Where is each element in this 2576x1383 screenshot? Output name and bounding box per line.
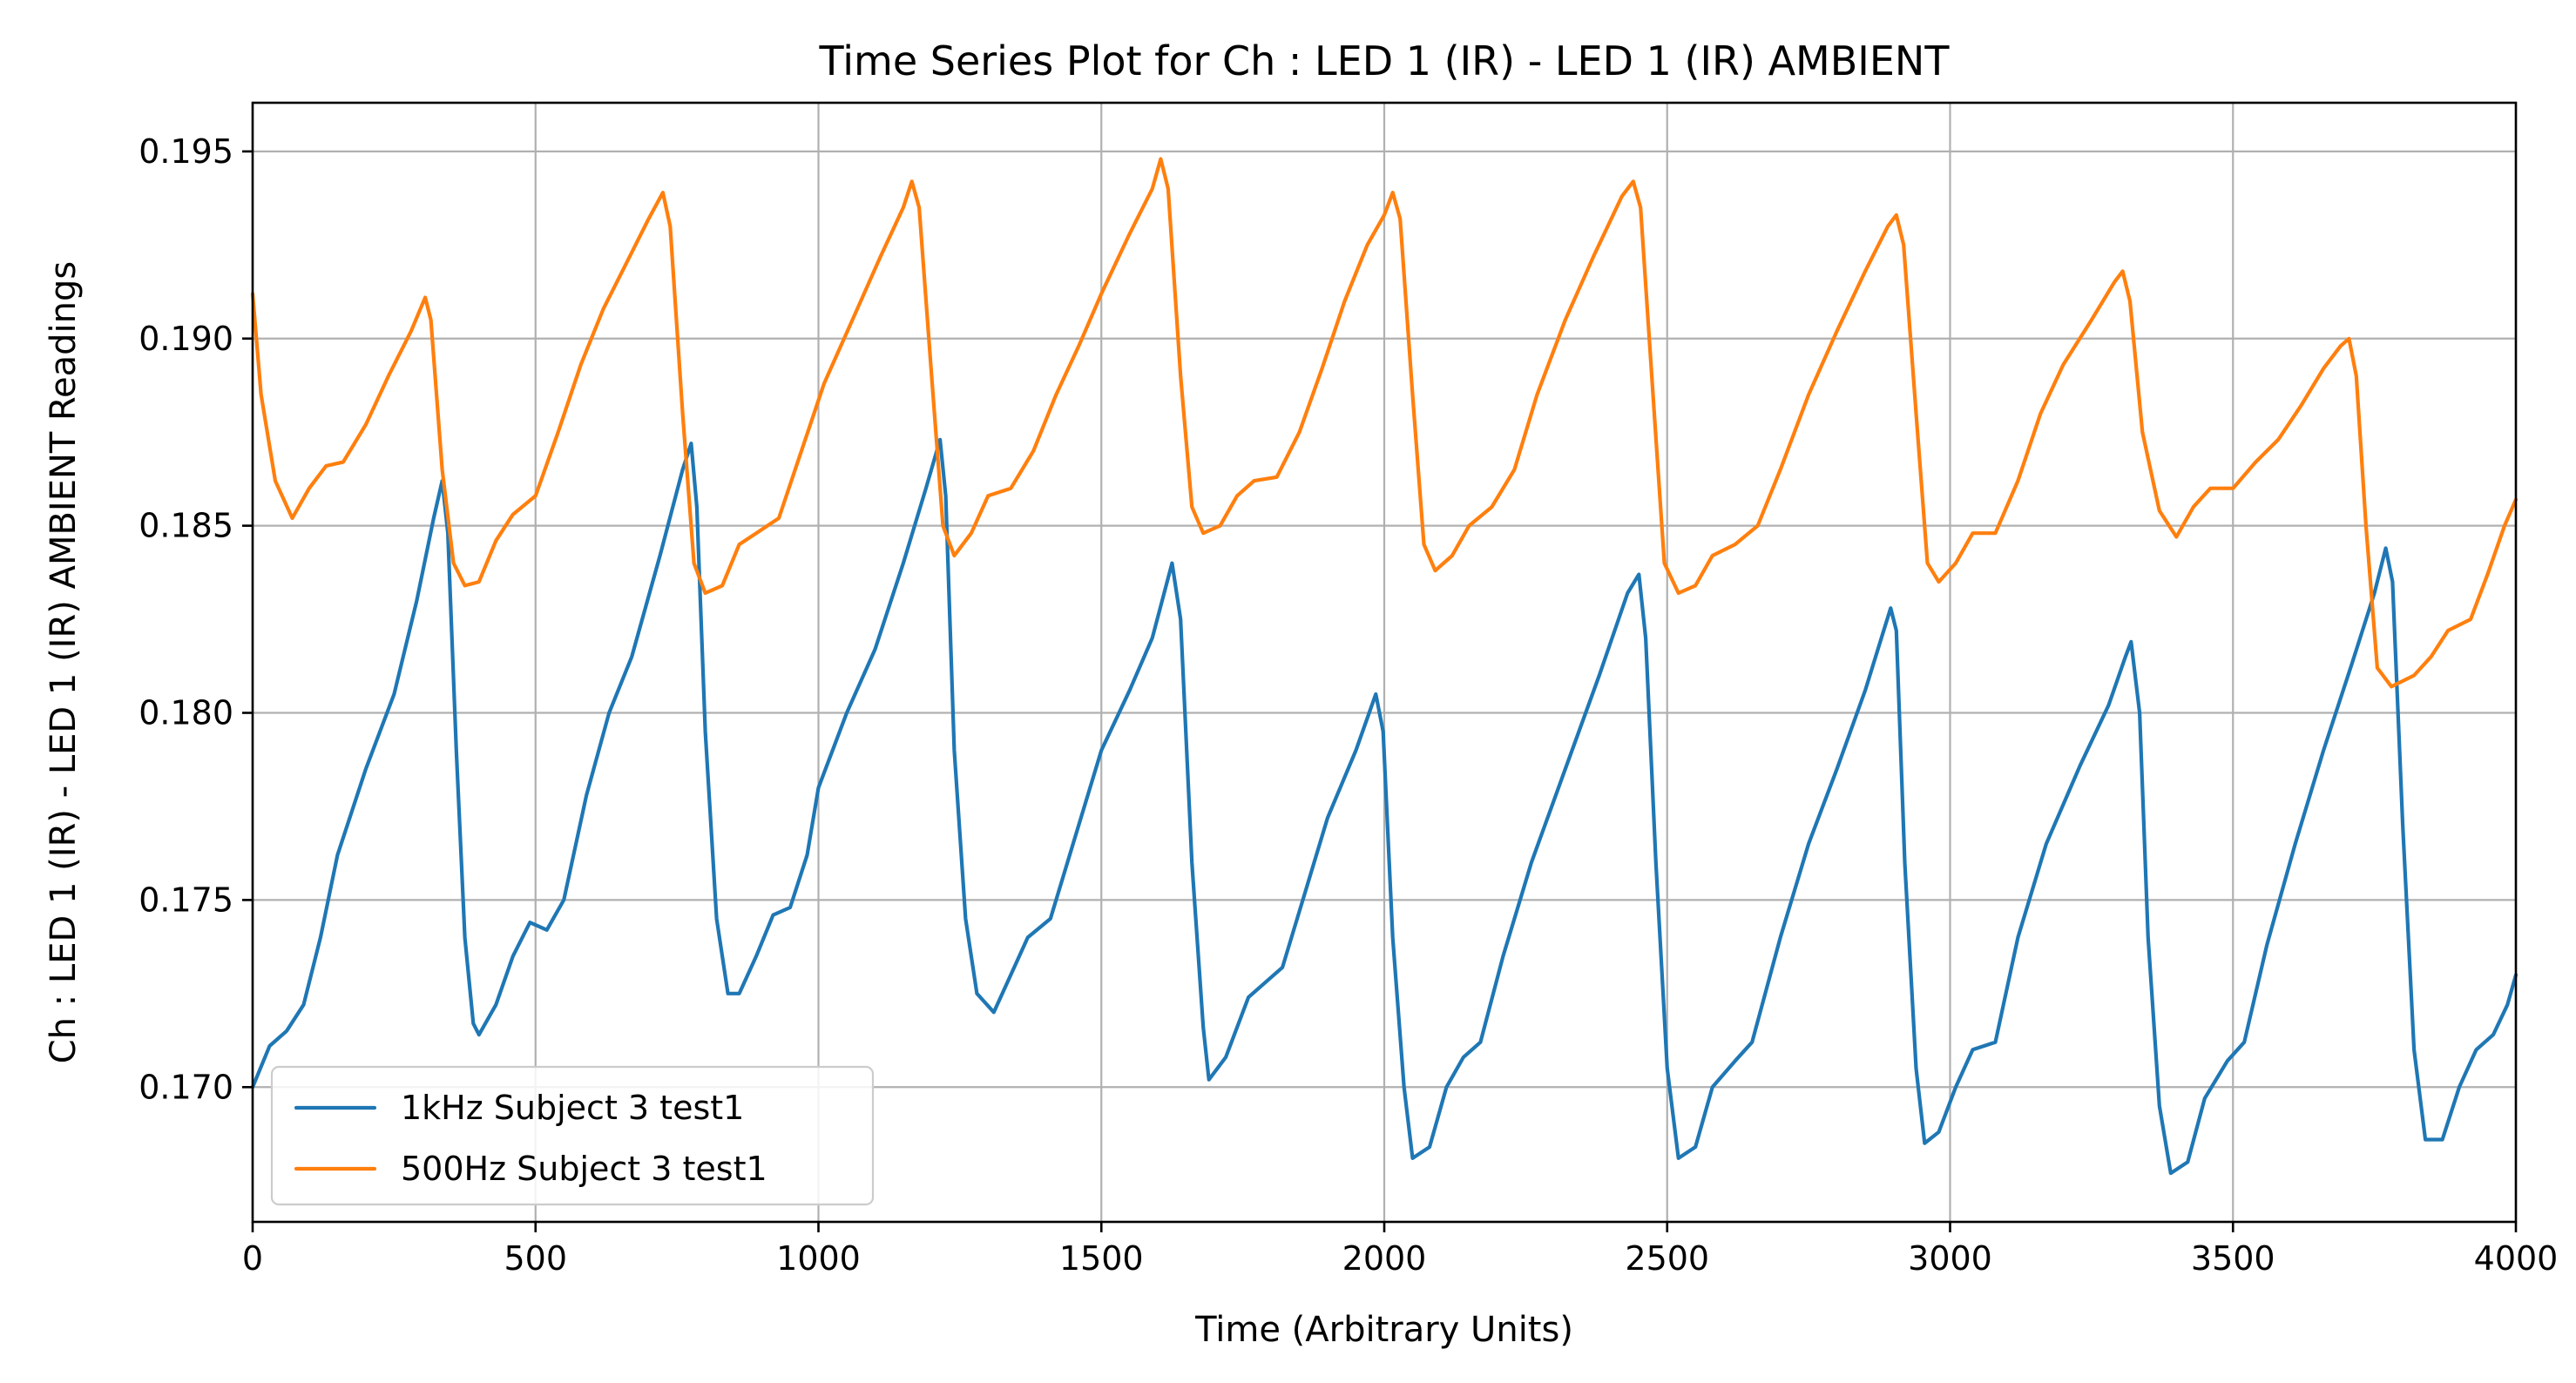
x-tick-label: 3500 (2191, 1239, 2275, 1278)
x-tick-label: 3000 (1908, 1239, 1992, 1278)
legend-label-500hz: 500Hz Subject 3 test1 (401, 1150, 767, 1188)
legend-label-1khz: 1kHz Subject 3 test1 (401, 1089, 744, 1127)
x-tick-label: 4000 (2474, 1239, 2559, 1278)
y-tick-label: 0.175 (139, 880, 233, 919)
legend: 1kHz Subject 3 test1 500Hz Subject 3 tes… (270, 1065, 875, 1206)
x-tick-label: 1000 (776, 1239, 861, 1278)
grid-lines (251, 103, 2518, 1222)
y-tick-label: 0.180 (139, 694, 233, 732)
x-tick-label: 2500 (1625, 1239, 1709, 1278)
y-tick-label: 0.195 (139, 132, 233, 171)
x-tick-label: 2000 (1342, 1239, 1427, 1278)
series-line-500hz (250, 157, 2519, 689)
x-tick-label: 500 (504, 1239, 567, 1278)
y-tick-label: 0.185 (139, 507, 233, 545)
x-axis-label: Time (Arbitrary Units) (1194, 1310, 1573, 1350)
y-tick-label: 0.170 (139, 1068, 233, 1106)
x-tick-label: 1500 (1059, 1239, 1144, 1278)
y-axis-ticks: 0.170 0.175 0.180 0.185 0.190 0.195 (139, 132, 253, 1106)
x-tick-label: 0 (242, 1239, 263, 1278)
series-layer (250, 157, 2519, 1176)
y-axis-label: Ch : LED 1 (IR) - LED 1 (IR) AMBIENT Rea… (44, 261, 84, 1064)
y-tick-label: 0.190 (139, 320, 233, 358)
chart-title: Time Series Plot for Ch : LED 1 (IR) - L… (819, 37, 1951, 84)
series-line-1khz (250, 437, 2519, 1176)
legend-box (270, 1065, 875, 1206)
x-axis-ticks: 0 500 1000 1500 2000 2500 3000 3500 4000 (242, 1222, 2558, 1278)
